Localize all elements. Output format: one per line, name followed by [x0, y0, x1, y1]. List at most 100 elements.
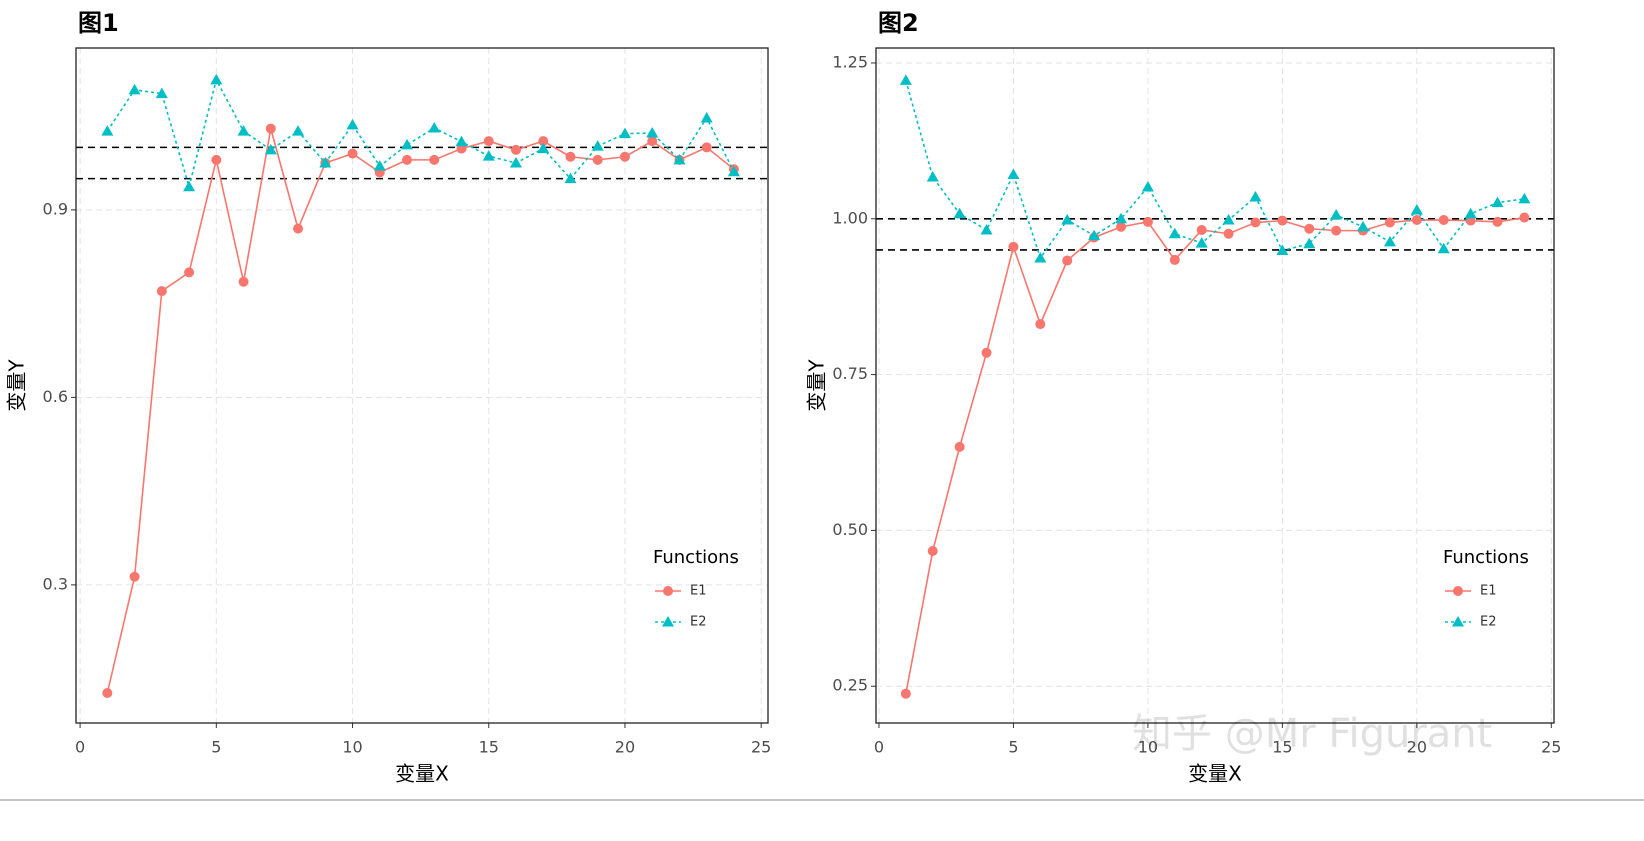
marker	[1168, 227, 1181, 239]
marker	[1115, 212, 1128, 224]
legend-key-marker	[1453, 586, 1463, 596]
marker	[647, 136, 658, 147]
marker	[292, 125, 305, 136]
x-tick-label: 15	[479, 738, 499, 757]
marker	[483, 136, 494, 147]
marker	[102, 688, 113, 698]
marker	[510, 144, 521, 155]
marker	[1464, 207, 1477, 219]
marker	[1384, 217, 1395, 228]
series-line	[106, 77, 735, 190]
marker	[1034, 252, 1047, 263]
marker	[700, 112, 713, 123]
x-tick-label: 25	[751, 738, 771, 757]
legend-key-marker	[1452, 616, 1464, 627]
series	[102, 123, 739, 698]
y-tick-label: 0.6	[43, 387, 68, 406]
legend-key-marker	[663, 586, 673, 596]
marker	[565, 151, 576, 162]
y-axis-title: 变量Y	[5, 359, 29, 412]
series-line	[106, 128, 735, 694]
marker	[1062, 255, 1073, 266]
marker	[401, 138, 414, 150]
y-tick-label: 0.50	[832, 520, 868, 539]
marker	[509, 157, 522, 168]
marker	[1141, 180, 1154, 192]
marker	[1249, 190, 1262, 202]
y-tick-label: 0.25	[832, 676, 868, 695]
marker	[954, 441, 965, 452]
marker	[927, 545, 938, 556]
marker	[1383, 235, 1396, 247]
marker	[265, 123, 276, 134]
marker	[128, 83, 141, 95]
marker	[564, 172, 577, 184]
x-tick-label: 20	[615, 738, 635, 757]
x-tick-label: 5	[1008, 738, 1018, 757]
x-tick-label: 5	[211, 738, 221, 757]
marker	[1222, 214, 1235, 225]
marker	[1303, 237, 1316, 249]
marker	[591, 140, 604, 151]
marker	[1088, 229, 1101, 241]
marker	[211, 154, 222, 165]
y-tick-label: 1.00	[832, 208, 868, 227]
marker	[701, 142, 712, 153]
x-tick-label: 20	[1407, 738, 1427, 757]
marker	[727, 165, 740, 177]
x-tick-label: 0	[75, 738, 85, 757]
marker	[428, 122, 441, 133]
marker	[1195, 237, 1208, 248]
marker	[1411, 215, 1422, 226]
y-tick-label: 0.3	[43, 574, 68, 593]
x-axis-title: 变量X	[1188, 762, 1242, 786]
marker	[1331, 225, 1342, 236]
series	[899, 74, 1531, 263]
marker	[1277, 215, 1288, 226]
marker	[1438, 215, 1449, 226]
marker	[293, 223, 304, 234]
marker	[1223, 228, 1234, 239]
marker	[101, 125, 114, 136]
marker	[1437, 242, 1450, 254]
marker	[1008, 241, 1019, 252]
x-tick-label: 15	[1272, 738, 1292, 757]
marker	[210, 73, 223, 85]
marker	[129, 571, 140, 582]
chart-title: 图1	[78, 9, 119, 37]
marker	[618, 127, 631, 139]
marker	[238, 276, 249, 287]
marker	[537, 142, 550, 154]
marker	[1035, 319, 1046, 330]
marker	[1491, 196, 1504, 208]
marker	[1196, 224, 1207, 235]
legend-label: E1	[1480, 584, 1497, 599]
plot-border	[875, 47, 1555, 724]
marker	[429, 154, 440, 165]
marker	[402, 154, 413, 165]
marker	[264, 143, 277, 155]
x-tick-label: 10	[342, 738, 362, 757]
x-tick-label: 25	[1541, 738, 1561, 757]
series-line	[905, 80, 1525, 260]
legend-label: E2	[690, 615, 707, 630]
marker	[592, 154, 603, 165]
marker	[981, 347, 992, 358]
marker	[1116, 221, 1127, 232]
series	[900, 212, 1530, 699]
marker	[1304, 223, 1315, 234]
marker	[1330, 209, 1343, 220]
marker	[319, 157, 332, 168]
marker	[237, 125, 250, 136]
watermark: 知乎 @Mr Figurant	[1132, 711, 1492, 757]
marker	[1061, 214, 1074, 225]
marker	[1357, 220, 1370, 232]
marker	[347, 148, 358, 159]
x-tick-label: 10	[1138, 738, 1158, 757]
y-tick-label: 0.9	[43, 199, 68, 218]
marker	[926, 171, 939, 182]
marker	[1142, 216, 1153, 227]
y-axis-title: 变量Y	[805, 359, 829, 412]
legend-title: Functions	[653, 547, 739, 568]
